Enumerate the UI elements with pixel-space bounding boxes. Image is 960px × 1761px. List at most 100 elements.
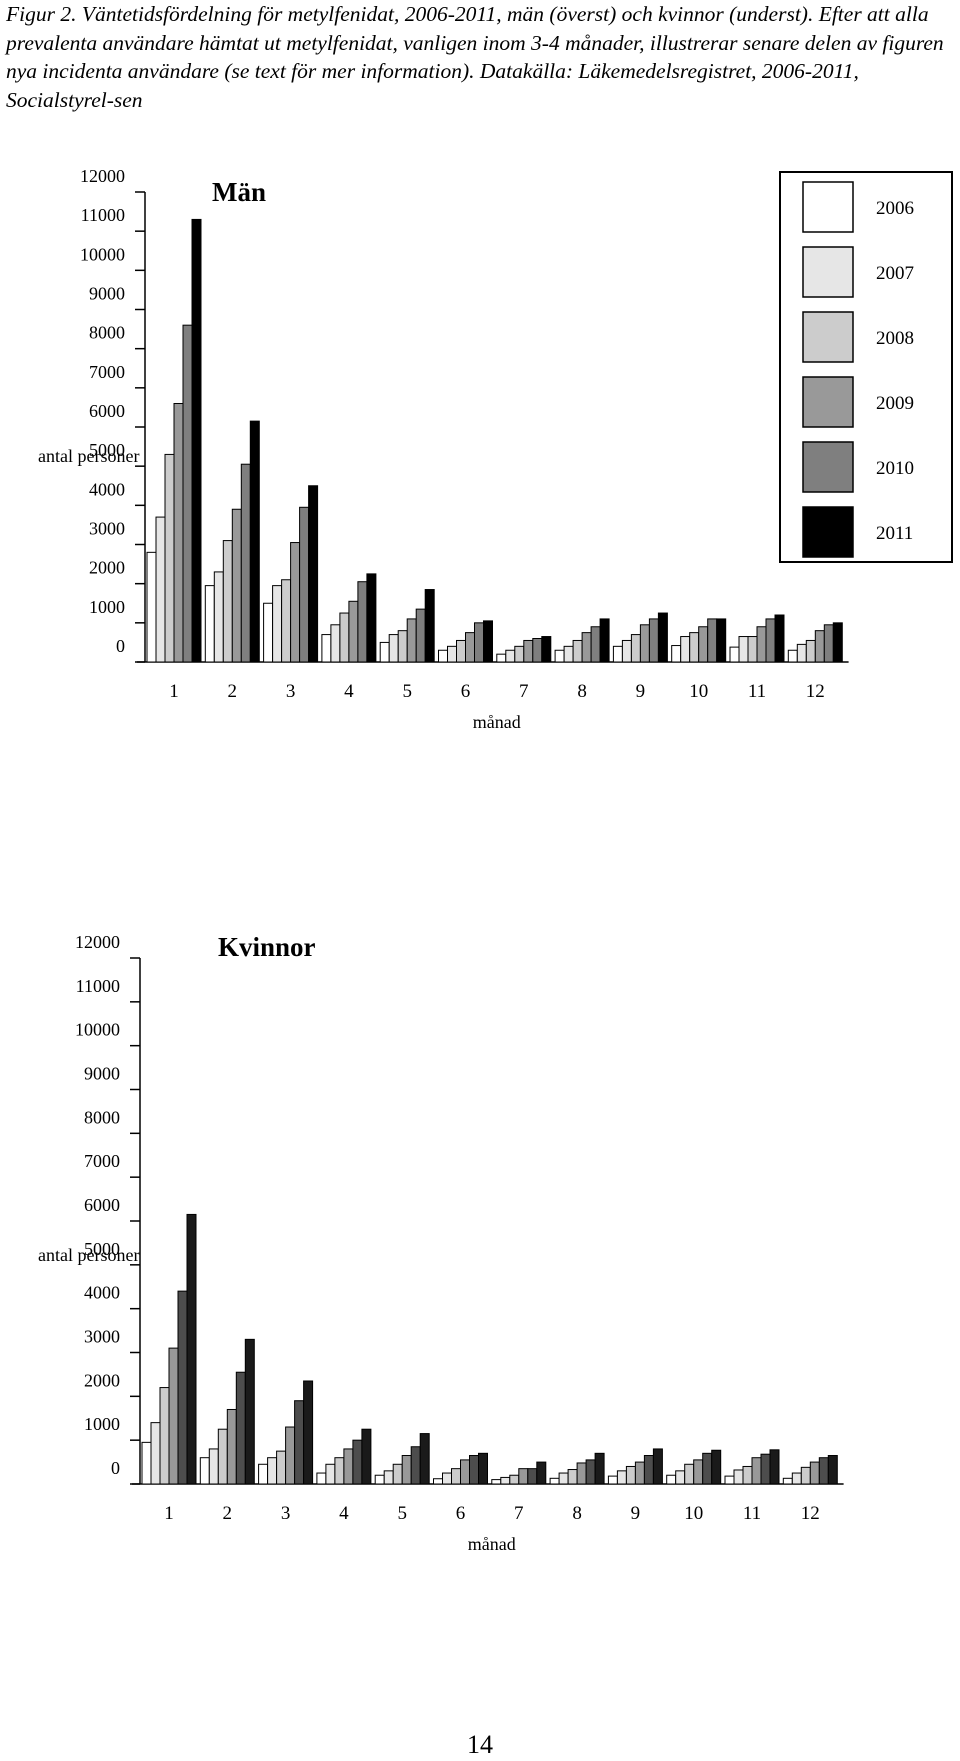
bar-2007-month-7 (505, 649, 516, 663)
bar-2010-month-7 (532, 638, 543, 663)
bar-2006-month-3 (258, 1463, 269, 1485)
y-tick-label: 5000 (84, 1239, 120, 1259)
legend-label-2007: 2007 (876, 263, 914, 284)
x-tick-label: 8 (577, 681, 587, 702)
bar-2011-month-6 (478, 1452, 488, 1485)
bar-2010-month-2 (235, 1371, 246, 1485)
bar-2011-month-1 (186, 1213, 197, 1485)
bar-2011-month-2 (244, 1338, 255, 1485)
bar-2006-month-11 (724, 1475, 735, 1485)
bar-2011-month-1 (191, 218, 202, 663)
bar-2009-month-9 (634, 1461, 645, 1485)
bar-2008-month-12 (800, 1466, 811, 1485)
bar-2010-month-10 (702, 1452, 713, 1485)
bar-2009-month-11 (756, 626, 767, 663)
bar-2009-month-2 (226, 1408, 237, 1485)
bar-2009-month-10 (698, 626, 709, 663)
x-tick-label: 5 (402, 681, 412, 702)
x-tick-label: 9 (631, 1503, 641, 1524)
bar-2011-month-5 (424, 589, 435, 663)
bar-2006-month-9 (607, 1475, 618, 1485)
y-tick-label: 11000 (81, 205, 125, 225)
bar-2010-month-7 (527, 1468, 538, 1485)
bar-2006-month-1 (146, 551, 157, 663)
chart-title: Kvinnor (218, 932, 316, 962)
bar-2008-month-5 (397, 630, 408, 663)
bar-2008-month-10 (684, 1463, 695, 1485)
bar-2006-month-6 (438, 649, 448, 663)
y-tick-label: 6000 (89, 401, 125, 421)
bar-2009-month-4 (343, 1448, 354, 1485)
bar-2011-month-11 (774, 614, 785, 663)
legend-swatch-2006 (802, 181, 854, 233)
bar-2010-month-3 (299, 506, 310, 663)
bar-2009-month-10 (693, 1459, 704, 1485)
bar-2007-month-4 (330, 624, 341, 663)
bar-2006-month-10 (671, 645, 682, 663)
bar-2010-month-1 (177, 1290, 188, 1485)
bar-2009-month-1 (168, 1347, 179, 1485)
bar-2006-month-8 (549, 1477, 560, 1485)
bar-2009-month-12 (809, 1461, 820, 1485)
legend-swatch-2011 (802, 506, 854, 558)
bar-2009-month-7 (518, 1468, 529, 1485)
y-axis-label: antal personer (38, 446, 139, 466)
legend: 2006 2007 2008 2009 2010 2011 (779, 171, 953, 563)
bar-2008-month-6 (456, 639, 466, 663)
bar-2011-month-2 (249, 420, 260, 663)
bar-2008-month-1 (164, 453, 175, 663)
bar-2008-month-4 (334, 1457, 345, 1485)
bar-2010-month-11 (760, 1453, 771, 1485)
bar-2011-month-3 (308, 485, 319, 663)
bar-2008-month-6 (451, 1468, 461, 1485)
y-tick-label: 8000 (89, 323, 125, 343)
bar-2008-month-8 (572, 639, 583, 663)
y-tick-label: 4000 (84, 1283, 120, 1303)
bar-2011-month-3 (303, 1380, 314, 1485)
bar-2009-month-3 (290, 542, 301, 663)
bar-2007-month-10 (680, 636, 691, 663)
x-tick-label: 10 (684, 1503, 703, 1524)
y-tick-label: 7000 (84, 1151, 120, 1171)
x-tick-label: 2 (223, 1503, 233, 1524)
x-tick-label: 8 (572, 1503, 582, 1524)
bar-2010-month-1 (182, 324, 193, 663)
bar-2009-month-8 (576, 1462, 587, 1485)
x-tick-label: 1 (169, 681, 179, 702)
x-tick-label: 12 (806, 681, 825, 702)
chart-man: 0 1000 2000 3000 4000 5000 6000 7000 8000 9000 100… (38, 170, 953, 732)
bar-2010-month-8 (585, 1459, 596, 1485)
x-tick-label: 5 (397, 1503, 407, 1524)
legend-swatch-2010 (802, 441, 854, 493)
legend-label-2010: 2010 (876, 458, 914, 479)
bar-2009-month-6 (460, 1459, 470, 1485)
bar-2008-month-9 (625, 1465, 636, 1485)
y-tick-label: 12000 (80, 170, 125, 186)
y-tick-label: 0 (111, 1458, 120, 1478)
x-tick-label: 11 (743, 1503, 761, 1524)
bar-2011-month-4 (361, 1428, 372, 1485)
bar-2009-month-12 (814, 630, 825, 663)
bar-2006-month-11 (729, 646, 740, 663)
bar-2008-month-12 (805, 639, 816, 663)
x-tick-label: 1 (164, 1503, 174, 1524)
y-tick-label: 11000 (76, 976, 120, 996)
bar-2007-month-5 (383, 1470, 394, 1485)
bar-2010-month-8 (590, 626, 601, 663)
bar-2006-month-12 (782, 1477, 793, 1485)
bar-2006-month-4 (321, 634, 332, 663)
bar-2008-month-3 (276, 1450, 287, 1485)
bar-2007-month-9 (616, 1470, 627, 1485)
y-tick-label: 0 (116, 636, 125, 656)
x-tick-label: 6 (456, 1503, 466, 1524)
bar-2010-month-6 (469, 1455, 479, 1485)
x-tick-label: 2 (228, 681, 238, 702)
bar-2006-month-4 (316, 1472, 327, 1485)
bar-2006-month-9 (612, 645, 623, 663)
bar-2007-month-1 (155, 516, 166, 663)
x-tick-label: 4 (344, 681, 354, 702)
bar-2007-month-11 (738, 636, 749, 663)
bar-2011-month-8 (599, 618, 610, 663)
y-tick-label: 6000 (84, 1195, 120, 1215)
bar-2009-month-2 (231, 508, 242, 663)
